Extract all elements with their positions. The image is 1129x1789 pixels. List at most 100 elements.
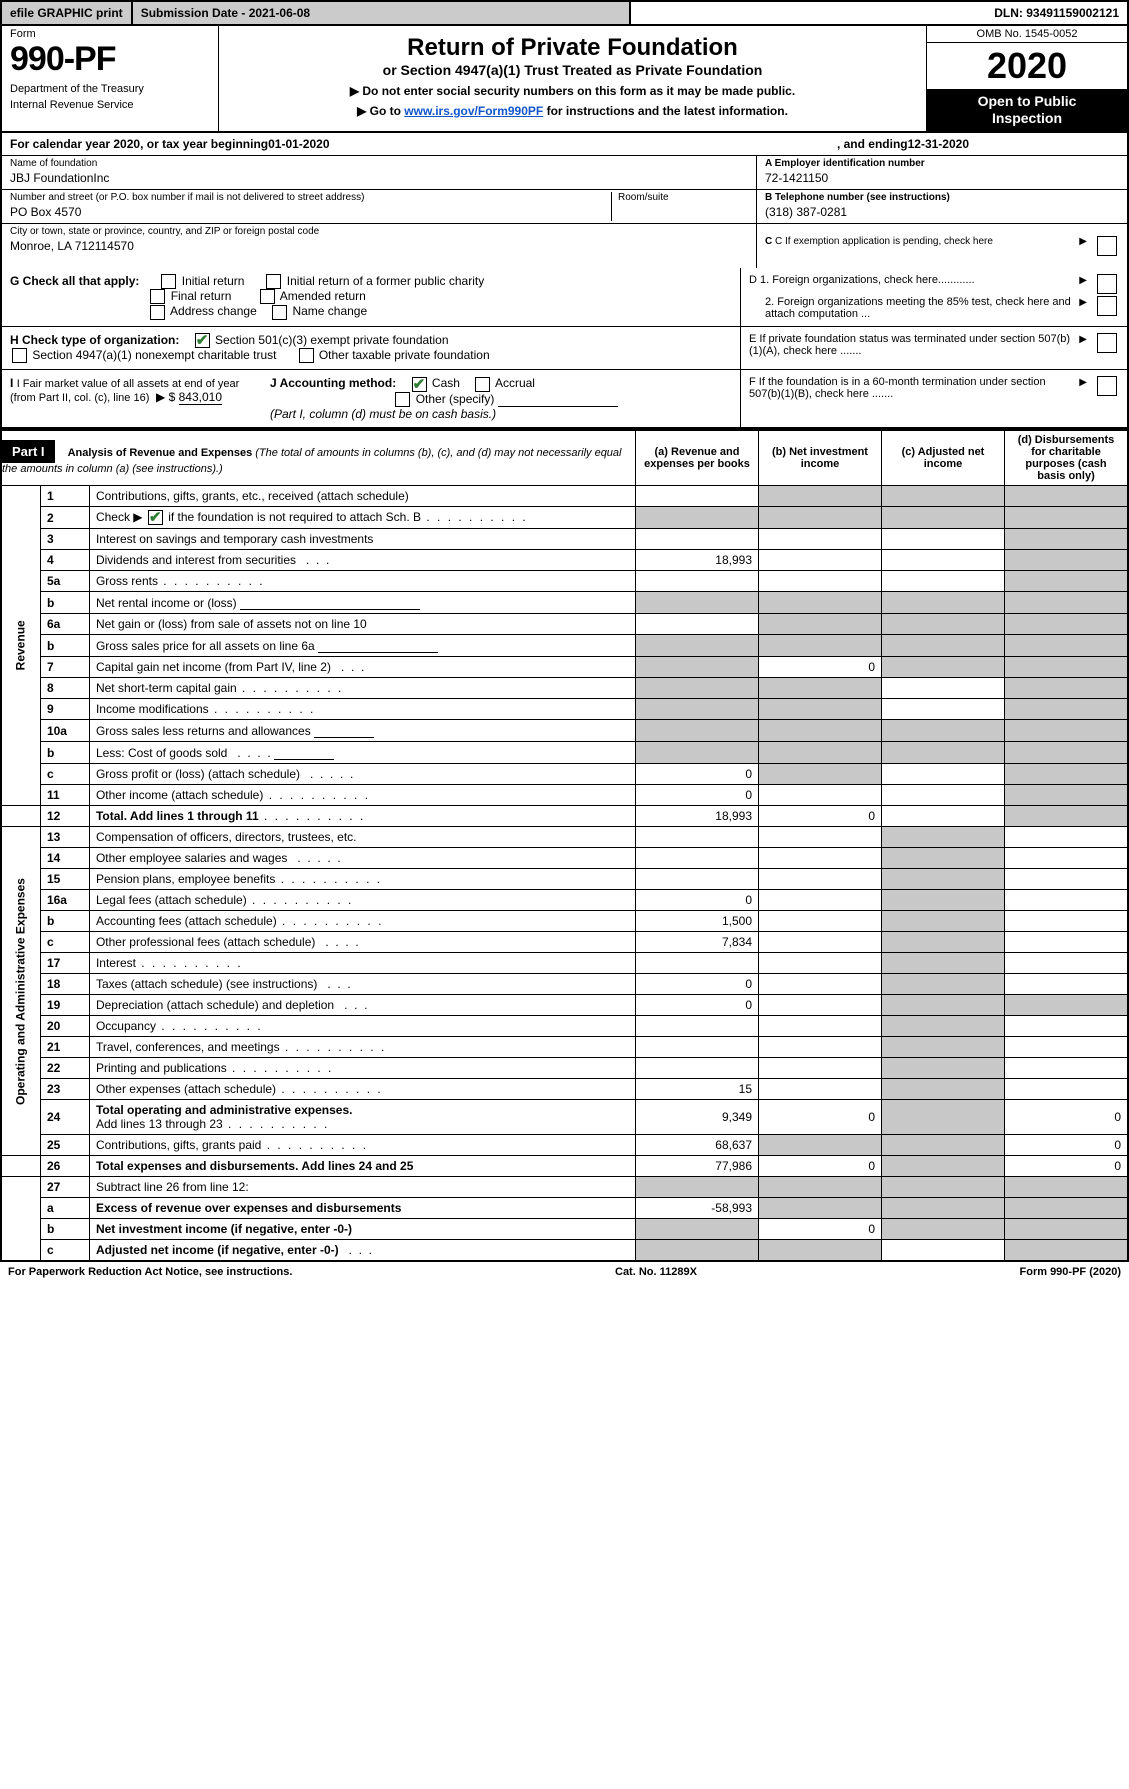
table-row: 22 Printing and publications	[1, 1058, 1128, 1079]
table-row: 8 Net short-term capital gain	[1, 678, 1128, 699]
sch-b-not-required-checkbox[interactable]	[148, 510, 163, 525]
line16b-col-a: 1,500	[636, 911, 759, 932]
line-j-note: (Part I, column (d) must be on cash basi…	[270, 407, 496, 421]
calendar-year-row: For calendar year 2020, or tax year begi…	[0, 133, 1129, 156]
cash-method-checkbox[interactable]	[412, 377, 427, 392]
col-c-header: (c) Adjusted net income	[882, 430, 1005, 486]
other-method-checkbox[interactable]	[395, 392, 410, 407]
form-footer: Form 990-PF (2020)	[1020, 1266, 1122, 1278]
table-row: 14 Other employee salaries and wages . .…	[1, 848, 1128, 869]
col-b-header: (b) Net investment income	[759, 430, 882, 486]
exemption-pending-box: C C If exemption application is pending,…	[757, 224, 1127, 268]
paperwork-notice: For Paperwork Reduction Act Notice, see …	[8, 1266, 292, 1278]
foreign-org-checkbox[interactable]	[1097, 274, 1117, 294]
line27a-col-a: -58,993	[636, 1198, 759, 1219]
status-terminated-checkbox[interactable]	[1097, 333, 1117, 353]
h-label: H Check type of organization:	[10, 333, 179, 347]
table-row: 11 Other income (attach schedule) 0	[1, 785, 1128, 806]
table-row: c Adjusted net income (if negative, ente…	[1, 1240, 1128, 1262]
foundation-name-box: Name of foundation JBJ FoundationInc	[2, 156, 756, 190]
tax-year-begin: 01-01-2020	[268, 137, 329, 151]
table-row: 20 Occupancy	[1, 1016, 1128, 1037]
line12-col-a: 18,993	[636, 806, 759, 827]
g-label: G Check all that apply:	[10, 274, 139, 288]
accrual-method-checkbox[interactable]	[475, 377, 490, 392]
foreign-85pct-checkbox[interactable]	[1097, 296, 1117, 316]
form-number: 990-PF	[10, 40, 210, 79]
fmv-assets-value: 843,010	[179, 390, 222, 405]
table-row: c Other professional fees (attach schedu…	[1, 932, 1128, 953]
phone-box: B Telephone number (see instructions) (3…	[757, 190, 1127, 224]
sec4947-checkbox[interactable]	[12, 348, 27, 363]
form-title: Return of Private Foundation	[227, 34, 918, 62]
initial-former-checkbox[interactable]	[266, 274, 281, 289]
table-row: 21 Travel, conferences, and meetings	[1, 1037, 1128, 1058]
table-row: 7 Capital gain net income (from Part IV,…	[1, 657, 1128, 678]
table-row: b Accounting fees (attach schedule) 1,50…	[1, 911, 1128, 932]
part1-label: Part I	[2, 440, 55, 463]
form-header: Form 990-PF Department of the Treasury I…	[0, 26, 1129, 133]
line24-col-d: 0	[1005, 1100, 1129, 1135]
col-a-header: (a) Revenue and expenses per books	[636, 430, 759, 486]
final-return-checkbox[interactable]	[150, 289, 165, 304]
line7-col-b: 0	[759, 657, 882, 678]
table-row: 2 Check ▶ if the foundation is not requi…	[1, 506, 1128, 528]
arrow-icon	[1079, 333, 1089, 345]
table-row: b Net investment income (if negative, en…	[1, 1219, 1128, 1240]
header-left: Form 990-PF Department of the Treasury I…	[2, 26, 219, 131]
table-row: 6a Net gain or (loss) from sale of asset…	[1, 614, 1128, 635]
table-row: a Excess of revenue over expenses and di…	[1, 1198, 1128, 1219]
table-row: 24 Total operating and administrative ex…	[1, 1100, 1128, 1135]
table-row: 10a Gross sales less returns and allowan…	[1, 720, 1128, 742]
amended-return-checkbox[interactable]	[260, 289, 275, 304]
sec501c3-checkbox[interactable]	[195, 333, 210, 348]
line24-col-a: 9,349	[636, 1100, 759, 1135]
instr-link-row: ▶ Go to www.irs.gov/Form990PF for instru…	[227, 104, 918, 118]
name-change-checkbox[interactable]	[272, 305, 287, 320]
table-row: 12 Total. Add lines 1 through 11 18,993 …	[1, 806, 1128, 827]
line26-col-d: 0	[1005, 1156, 1129, 1177]
e-row: E If private foundation status was termi…	[749, 333, 1119, 357]
entity-block: Name of foundation JBJ FoundationInc Num…	[0, 156, 1129, 268]
table-row: 5a Gross rents	[1, 571, 1128, 592]
table-row: 26 Total expenses and disbursements. Add…	[1, 1156, 1128, 1177]
check-h-row: H Check type of organization: Section 50…	[0, 327, 1129, 371]
instr2-suffix: for instructions and the latest informat…	[543, 104, 788, 118]
table-row: Operating and Administrative Expenses 13…	[1, 827, 1128, 848]
table-row: 18 Taxes (attach schedule) (see instruct…	[1, 974, 1128, 995]
instr-ssn: ▶ Do not enter social security numbers o…	[227, 84, 918, 98]
table-row: 19 Depreciation (attach schedule) and de…	[1, 995, 1128, 1016]
table-row: 15 Pension plans, employee benefits	[1, 869, 1128, 890]
d2-row: 2. Foreign organizations meeting the 85%…	[749, 296, 1119, 320]
header-center: Return of Private Foundation or Section …	[219, 26, 926, 131]
table-row: 27 Subtract line 26 from line 12:	[1, 1177, 1128, 1198]
table-row: 16a Legal fees (attach schedule) 0	[1, 890, 1128, 911]
arrow-icon	[1079, 296, 1089, 308]
other-taxable-checkbox[interactable]	[299, 348, 314, 363]
line24-col-b: 0	[759, 1100, 882, 1135]
efile-label: efile GRAPHIC print	[2, 2, 133, 24]
d1-row: D 1. Foreign organizations, check here..…	[749, 274, 1119, 294]
line25-col-a: 68,637	[636, 1135, 759, 1156]
table-row: 3 Interest on savings and temporary cash…	[1, 529, 1128, 550]
catalog-number: Cat. No. 11289X	[615, 1266, 697, 1278]
address-box: Number and street (or P.O. box number if…	[2, 190, 756, 224]
table-row: 17 Interest	[1, 953, 1128, 974]
line23-col-a: 15	[636, 1079, 759, 1100]
submission-date: Submission Date - 2021-06-08	[133, 2, 631, 24]
instructions-link[interactable]: www.irs.gov/Form990PF	[404, 104, 543, 118]
arrow-icon	[1079, 236, 1089, 247]
line26-col-a: 77,986	[636, 1156, 759, 1177]
exemption-pending-checkbox[interactable]	[1097, 236, 1117, 256]
dept-line2: Internal Revenue Service	[10, 99, 210, 111]
table-row: b Net rental income or (loss)	[1, 592, 1128, 614]
omb-number: OMB No. 1545-0052	[927, 26, 1127, 43]
table-row: b Gross sales price for all assets on li…	[1, 635, 1128, 657]
initial-return-checkbox[interactable]	[161, 274, 176, 289]
60month-checkbox[interactable]	[1097, 376, 1117, 396]
city-box: City or town, state or province, country…	[2, 224, 756, 257]
line26-col-b: 0	[759, 1156, 882, 1177]
tax-year: 2020	[927, 43, 1127, 89]
address-change-checkbox[interactable]	[150, 305, 165, 320]
col-d-header: (d) Disbursements for charitable purpose…	[1005, 430, 1129, 486]
